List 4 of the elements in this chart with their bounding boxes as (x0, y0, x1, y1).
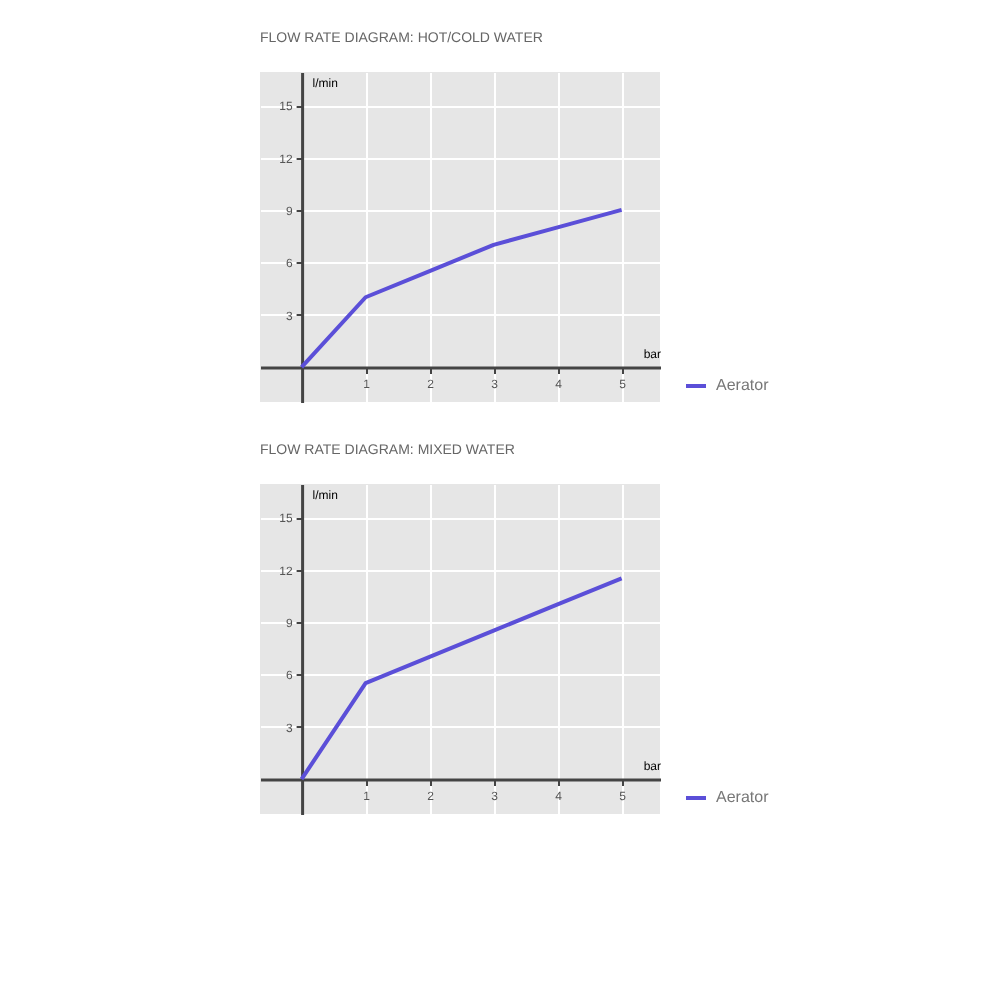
legend-label: Aerator (716, 376, 770, 394)
line-series (299, 207, 624, 370)
legend-label: Aerator (716, 788, 770, 806)
line-series (299, 576, 624, 782)
